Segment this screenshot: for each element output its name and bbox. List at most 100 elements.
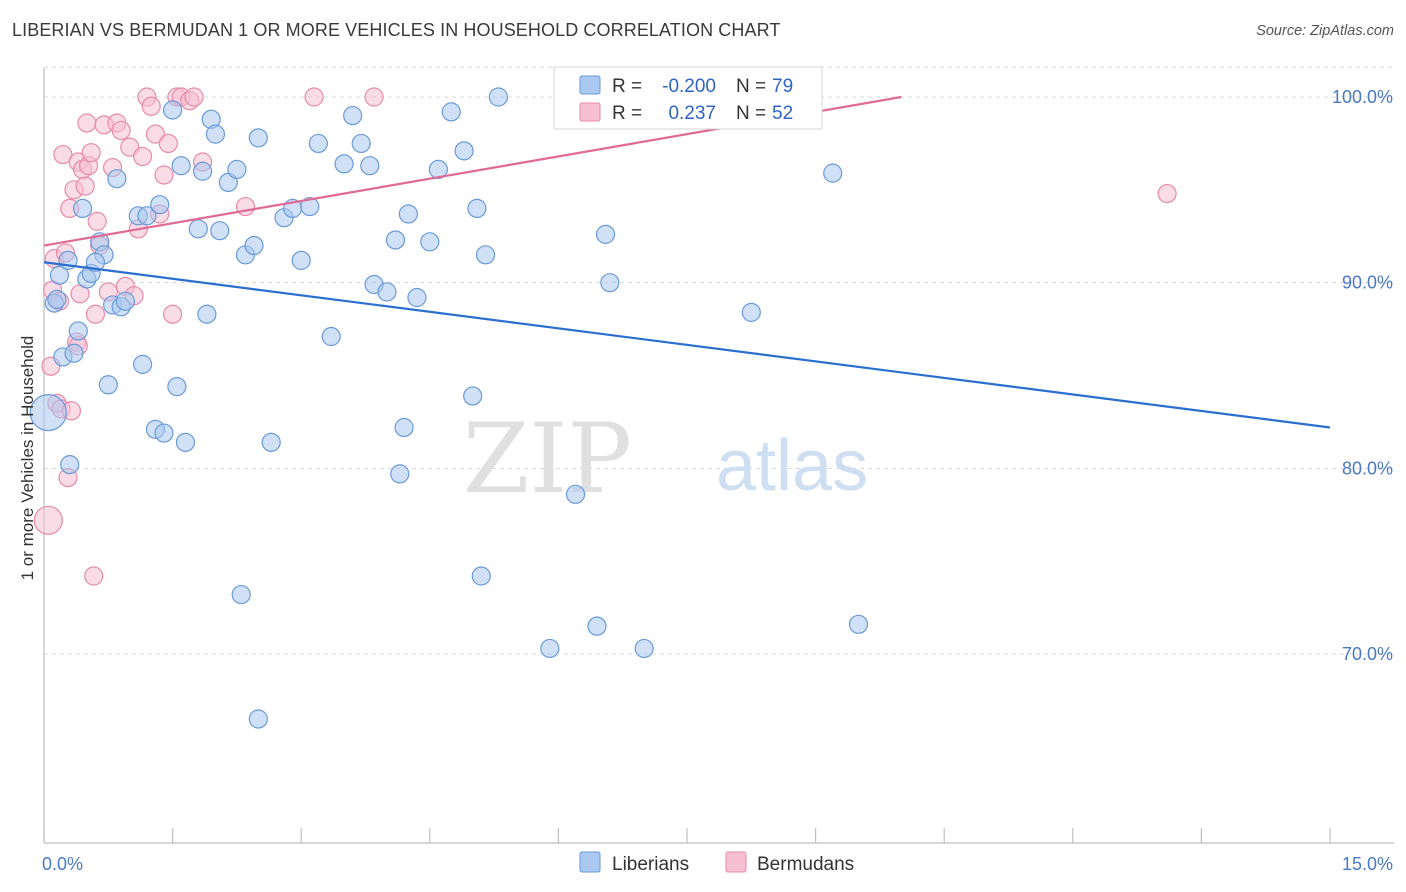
legend-r-label: R = [612,103,642,124]
liberians-point [467,198,487,218]
liberians-point [398,204,418,224]
bermudans-point [235,196,256,217]
liberians-point [163,100,183,120]
legend-swatch-liberians [579,75,601,95]
liberians-point [248,128,268,148]
liberians-point [231,584,251,605]
liberians-point [49,265,70,285]
liberians-point [587,616,607,636]
liberians-point [321,326,341,347]
trend-lines [43,95,1331,429]
liberians-point [463,386,483,406]
liberians-point [394,417,414,438]
legend-n-value-liberians: 79 [772,76,793,97]
liberians-point [29,394,67,432]
liberians-point [98,375,118,395]
series-legend: Liberians Bermudans [579,851,854,875]
liberians-point [205,124,226,144]
y-tick-label: 90.0% [1342,273,1393,293]
bermudans-point [364,87,384,107]
liberians-point [540,638,560,659]
x-tick-label-min: 0.0% [42,854,83,874]
watermark-atlas: atlas [716,426,868,506]
bermudans-point [87,211,107,231]
bermudans-point [85,304,106,324]
liberians-point [72,198,93,218]
liberians-point [454,141,474,161]
bermudans-point [163,304,183,324]
x-tick-labels: 0.0% 15.0% [42,854,1393,874]
liberians-point [115,291,136,311]
legend-r-value-bermudans: 0.237 [668,103,716,124]
bermudans-point [111,120,131,141]
liberians-point [848,614,869,634]
bermudans-point [77,113,97,133]
liberians-point [171,156,191,176]
legend-swatch-liberians [579,851,601,873]
liberians-point [428,159,448,180]
liberians-point [488,87,508,107]
bermudans-point [53,144,73,165]
bermudans-point [1157,183,1177,204]
liberians-point [385,230,406,250]
source-credit: Source: ZipAtlas.com [1256,23,1394,39]
liberians-point [634,638,654,659]
axes [43,68,1394,844]
legend-n-value-bermudans: 52 [772,103,793,124]
liberians-point [300,196,320,217]
liberians-point [291,250,311,270]
bermudans-point [304,87,324,107]
y-tick-labels: 100.0% 90.0% 80.0% 70.0% [1332,87,1393,664]
bermudans-point [84,566,104,586]
liberians-point [60,455,80,475]
liberians-point [210,221,230,241]
watermark: ZIP atlas [463,403,868,515]
liberians-point [741,302,761,322]
liberians-point [565,484,586,504]
liberians-point [197,304,217,324]
liberians-point [595,224,616,244]
bermudans-point [33,505,63,535]
liberians-point [377,282,397,302]
bermudans-point [184,87,204,107]
x-tick-label-max: 15.0% [1342,854,1393,874]
y-tick-label: 70.0% [1342,644,1393,664]
bermudans-point [132,146,153,167]
liberians-point [175,432,196,452]
liberians-trend-line [43,261,1331,429]
liberians-point [137,206,157,226]
liberians-point [351,133,371,154]
liberians-point [441,102,461,122]
legend-label-bermudans: Bermudans [757,854,854,875]
bermudans-point [81,143,101,163]
liberians-point [64,343,84,363]
bermudans-point [75,176,95,196]
bermudans-point [141,96,161,116]
liberians-point [244,235,264,256]
legend-swatch-bermudans [579,102,601,122]
bermudans-point [145,124,166,144]
legend-n-label: N = [736,103,766,124]
liberians-point [600,273,620,293]
liberians-point [85,252,106,272]
liberians-point [407,287,427,308]
liberians-point [150,195,170,215]
liberians-point [343,105,363,126]
watermark-zip: ZIP [463,403,632,515]
bermudans-point [154,165,174,185]
liberians-point [360,156,380,176]
liberians-point [132,354,153,374]
liberians-point [261,432,281,452]
chart-title: LIBERIAN VS BERMUDAN 1 OR MORE VEHICLES … [12,20,781,40]
liberians-point [248,709,268,729]
liberians-point [475,245,496,265]
liberians-point [47,289,67,309]
legend-r-label: R = [612,76,642,97]
legend-n-label: N = [736,76,766,97]
legend-r-value-liberians: -0.200 [662,76,716,97]
legend-label-liberians: Liberians [612,854,689,875]
y-tick-label: 100.0% [1332,87,1393,107]
liberians-point [334,154,354,174]
liberians-point [193,161,213,181]
liberians-point [420,232,440,252]
